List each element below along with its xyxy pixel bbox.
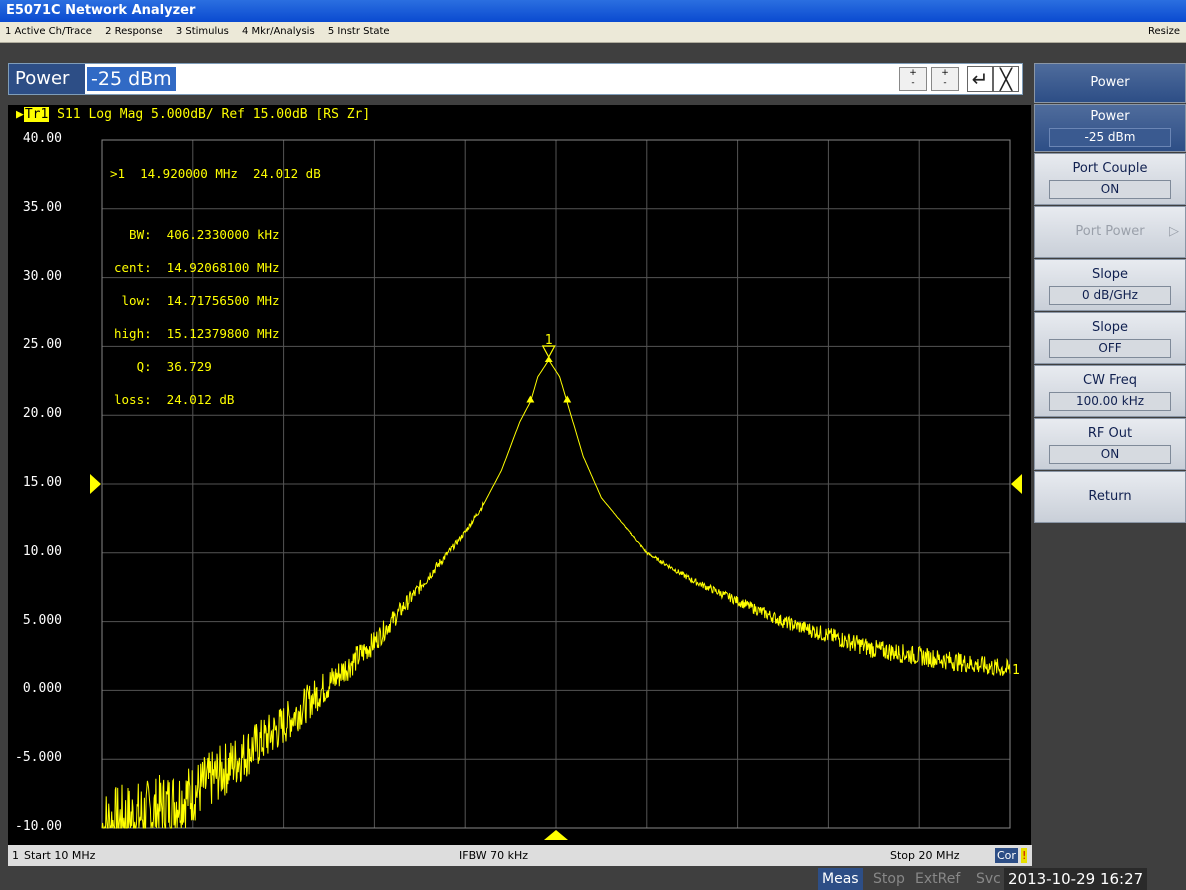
- correction-badge[interactable]: Cor: [995, 848, 1018, 863]
- softkey-power-value: -25 dBm: [1049, 128, 1171, 147]
- y-tick-label: 25.00: [22, 337, 62, 353]
- marker-q: Q: 36.729: [114, 359, 212, 374]
- spin-up-icon[interactable]: +: [909, 68, 917, 78]
- y-tick-label: 5.000: [22, 612, 62, 628]
- svc-status: Svc: [976, 871, 1001, 887]
- marker-cent: cent: 14.92068100 MHz: [114, 260, 280, 275]
- softkey-slope-toggle[interactable]: Slope OFF: [1034, 312, 1186, 364]
- softkey-cw-freq-label: CW Freq: [1083, 373, 1137, 388]
- entry-value-field[interactable]: -25 dBm: [87, 67, 176, 91]
- y-tick-label: 10.00: [22, 543, 62, 559]
- softkey-rf-out-label: RF Out: [1087, 426, 1133, 441]
- marker-loss: loss: 24.012 dB: [114, 392, 235, 407]
- softkey-cw-freq-value: 100.00 kHz: [1049, 392, 1171, 411]
- chevron-right-icon: ▷: [1169, 224, 1179, 239]
- meas-status: Meas: [818, 868, 863, 890]
- softkey-cw-freq[interactable]: CW Freq 100.00 kHz: [1034, 365, 1186, 417]
- softkey-port-power-label: Port Power: [1075, 224, 1145, 239]
- y-tick-label: -5.000: [15, 750, 62, 766]
- y-tick-label: -10.00: [15, 819, 62, 834]
- softkey-slope[interactable]: Slope 0 dB/GHz: [1034, 259, 1186, 311]
- spin-up-icon[interactable]: +: [941, 68, 949, 78]
- softkey-port-couple[interactable]: Port Couple ON: [1034, 153, 1186, 205]
- spin-buttons-2[interactable]: + -: [931, 67, 959, 91]
- trace-header: ▶Tr1 S11 Log Mag 5.000dB/ Ref 15.00dB [R…: [16, 107, 370, 122]
- y-tick-label: 0.000: [22, 681, 62, 697]
- softkey-rf-out[interactable]: RF Out ON: [1034, 418, 1186, 470]
- softkey-port-couple-label: Port Couple: [1072, 161, 1148, 176]
- start-frequency: Start 10 MHz: [24, 849, 96, 862]
- y-tick-label: 40.00: [22, 131, 62, 146]
- resize-button[interactable]: Resize: [1147, 26, 1180, 37]
- channel-number: 1: [12, 849, 19, 862]
- enter-icon[interactable]: ↵: [967, 66, 993, 92]
- softkey-port-couple-value: ON: [1049, 180, 1171, 199]
- window-titlebar: E5071C Network Analyzer: [0, 0, 1186, 22]
- menu-bar: 1 Active Ch/Trace 2 Response 3 Stimulus …: [0, 22, 1186, 43]
- close-entry-icon[interactable]: ╳: [993, 66, 1019, 92]
- window-title: E5071C Network Analyzer: [6, 3, 196, 18]
- marker-low: low: 14.71756500 MHz: [114, 293, 280, 308]
- spin-down-icon[interactable]: -: [943, 78, 947, 88]
- softkey-power[interactable]: Power -25 dBm: [1034, 104, 1186, 152]
- channel-status-bar: 1 Start 10 MHz IFBW 70 kHz Stop 20 MHz C…: [8, 845, 1032, 866]
- menu-mkr-analysis[interactable]: 4 Mkr/Analysis: [242, 26, 315, 37]
- softkey-slope-value: 0 dB/GHz: [1049, 286, 1171, 305]
- marker-line1: >1 14.920000 MHz 24.012 dB: [110, 166, 321, 181]
- softkey-port-power[interactable]: Port Power ▷: [1034, 206, 1186, 258]
- trace-play-icon: ▶: [16, 107, 24, 122]
- spin-buttons-1[interactable]: + -: [899, 67, 927, 91]
- y-tick-label: 20.00: [22, 406, 62, 422]
- entry-label: Power: [9, 64, 85, 94]
- ifbw: IFBW 70 kHz: [459, 849, 529, 862]
- softkey-return-label: Return: [1088, 489, 1132, 504]
- softkey-power-label: Power: [1090, 109, 1130, 124]
- softkey-slope-toggle-value: OFF: [1049, 339, 1171, 358]
- instrument-status-bar: Meas Stop ExtRef Svc 2013-10-29 16:27: [0, 868, 1186, 890]
- extref-status: ExtRef: [915, 871, 961, 887]
- trace-tag[interactable]: Tr1: [23, 107, 50, 122]
- softkey-menu-title: Power: [1034, 63, 1186, 103]
- warning-badge: !: [1021, 848, 1028, 863]
- y-tick-label: 35.00: [22, 199, 62, 215]
- menu-active-ch-trace[interactable]: 1 Active Ch/Trace: [5, 26, 92, 37]
- entry-bar: Power -25 dBm + - + - ↵ ╳: [8, 63, 1023, 95]
- stop-frequency: Stop 20 MHz: [890, 849, 960, 862]
- softkey-rf-out-value: ON: [1049, 445, 1171, 464]
- trace-settings: S11 Log Mag 5.000dB/ Ref 15.00dB [RS Zr]: [49, 107, 371, 122]
- softkey-slope-toggle-label: Slope: [1091, 320, 1129, 335]
- marker-high: high: 15.12379800 MHz: [114, 326, 280, 341]
- menu-instr-state[interactable]: 5 Instr State: [327, 26, 390, 37]
- menu-response[interactable]: 2 Response: [105, 26, 163, 37]
- marker-bw: BW: 406.2330000 kHz: [114, 227, 280, 242]
- stop-status: Stop: [873, 871, 905, 887]
- spin-down-icon[interactable]: -: [911, 78, 915, 88]
- softkey-return[interactable]: Return: [1034, 471, 1186, 523]
- y-tick-label: 30.00: [22, 268, 62, 284]
- softkey-slope-label: Slope: [1091, 267, 1129, 282]
- marker-readout: >1 14.920000 MHz 24.012 dB BW: 406.23300…: [110, 144, 321, 438]
- menu-stimulus[interactable]: 3 Stimulus: [175, 26, 229, 37]
- datetime: 2013-10-29 16:27: [1004, 868, 1148, 890]
- y-tick-label: 15.00: [22, 475, 62, 490]
